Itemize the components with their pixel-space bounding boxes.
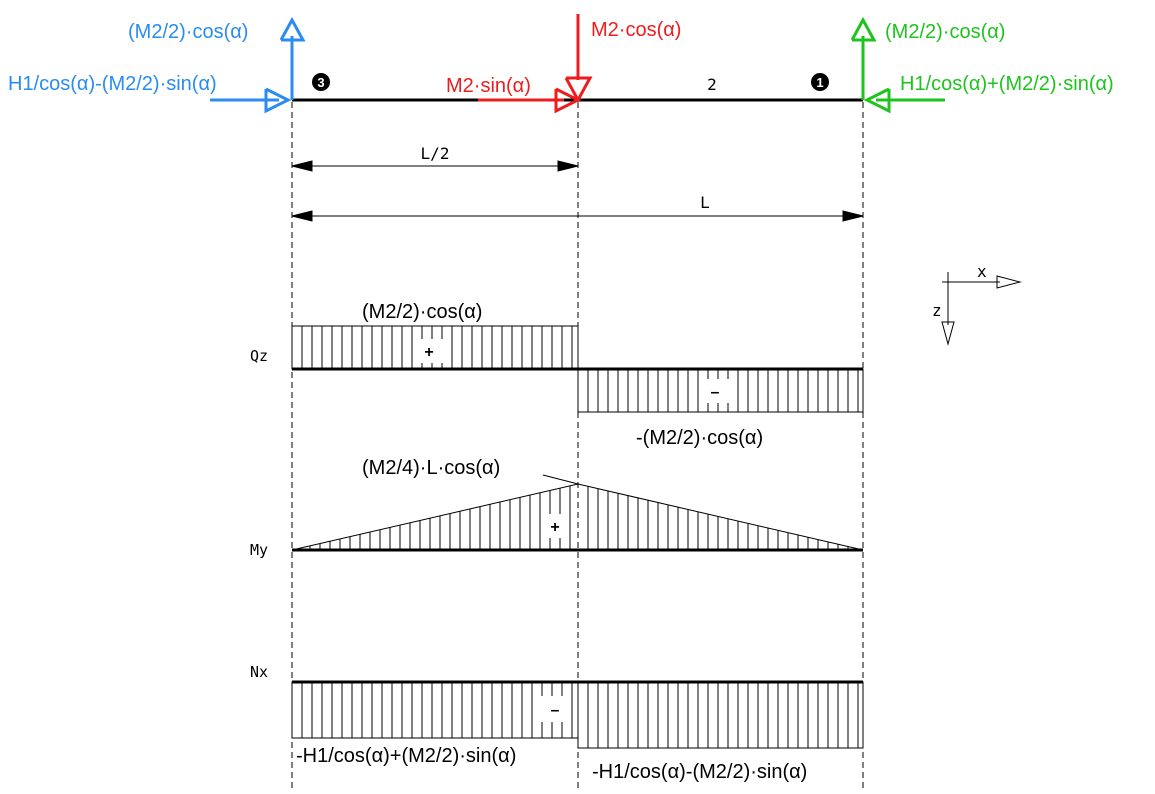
my-sign: +	[550, 519, 559, 536]
qz-positive-sign-box	[415, 339, 443, 363]
center-vertical-force-label: M2·cos(α)	[591, 19, 681, 41]
qz-right-value: -(M2/2)·cos(α)	[636, 427, 763, 449]
right-horizontal-arrowhead	[863, 87, 891, 114]
qz-negative-sign: –	[711, 384, 720, 401]
qz-positive-sign: +	[424, 344, 433, 361]
dimension-half-span	[291, 160, 579, 172]
right-vertical-arrowhead	[850, 16, 877, 42]
x-axis-label: x	[977, 262, 987, 281]
z-axis-label: z	[932, 301, 942, 320]
center-horizontal-force-label: M2·sin(α)	[446, 75, 531, 97]
my-peak-leader-line	[542, 474, 579, 485]
nx-right-region	[577, 681, 864, 749]
left-vertical-arrowhead	[279, 16, 306, 42]
right-vertical-force-label: (M2/2)·cos(α)	[885, 21, 1005, 43]
full-span-label: L	[700, 193, 710, 212]
x-axis-arrowhead	[996, 275, 1022, 289]
node-1-marker: 1	[811, 73, 829, 91]
my-hatching	[299, 485, 849, 550]
left-horizontal-arrowhead	[264, 87, 292, 114]
center-load-forces	[478, 14, 593, 114]
qz-diagram-name: Qz	[250, 347, 268, 365]
my-sign-box	[541, 514, 569, 538]
left-vertical-force-label: (M2/2)·cos(α)	[128, 21, 248, 43]
nx-diagram-name: Nx	[250, 663, 268, 681]
nx-right-value: -H1/cos(α)-(M2/2)·sin(α)	[592, 761, 807, 783]
center-horizontal-arrowhead	[554, 87, 582, 114]
z-axis-arrowhead	[941, 321, 955, 346]
left-horizontal-force-label: H1/cos(α)-(M2/2)·sin(α)	[8, 73, 217, 95]
my-diagram-name: My	[250, 541, 268, 559]
half-span-label: L/2	[421, 144, 450, 163]
node-1-label: 1	[816, 75, 823, 90]
nx-left-value: -H1/cos(α)+(M2/2)·sin(α)	[296, 745, 516, 767]
qz-negative-sign-box	[701, 379, 729, 403]
left-support-forces	[210, 16, 306, 114]
qz-left-value: (M2/2)·cos(α)	[362, 301, 482, 323]
node-3-label: 3	[317, 75, 324, 90]
node-3-marker: 3	[312, 73, 330, 91]
dimension-full-span	[291, 210, 864, 222]
nx-hatching	[301, 682, 859, 748]
coordinate-axes	[941, 272, 1022, 346]
element-2-label: 2	[707, 75, 717, 94]
guide-lines	[291, 102, 864, 790]
right-horizontal-force-label: H1/cos(α)+(M2/2)·sin(α)	[900, 73, 1114, 95]
right-support-forces	[850, 16, 945, 114]
my-peak-value: (M2/4)·L·cos(α)	[362, 457, 500, 479]
nx-left-region	[291, 681, 579, 739]
nx-sign: –	[551, 702, 560, 719]
center-vertical-arrowhead	[564, 76, 593, 104]
nx-sign-box	[541, 696, 569, 722]
